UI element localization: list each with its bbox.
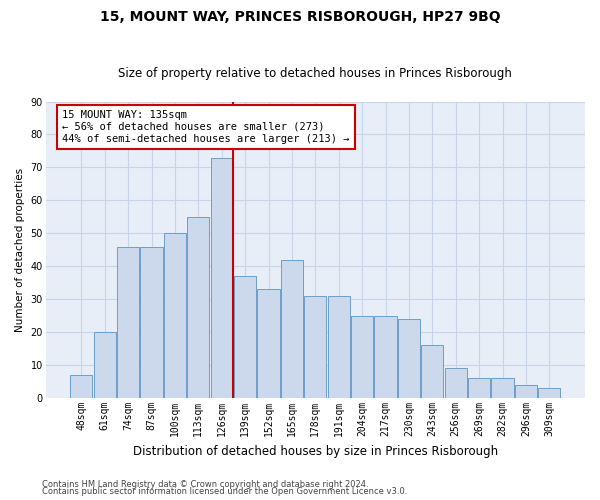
- X-axis label: Distribution of detached houses by size in Princes Risborough: Distribution of detached houses by size …: [133, 444, 498, 458]
- Text: Contains HM Land Registry data © Crown copyright and database right 2024.: Contains HM Land Registry data © Crown c…: [42, 480, 368, 489]
- Bar: [538, 388, 560, 398]
- Bar: [491, 378, 514, 398]
- Bar: [281, 260, 303, 398]
- Bar: [304, 296, 326, 398]
- Bar: [187, 217, 209, 398]
- Bar: [421, 346, 443, 398]
- Bar: [257, 290, 280, 398]
- Title: Size of property relative to detached houses in Princes Risborough: Size of property relative to detached ho…: [118, 66, 512, 80]
- Y-axis label: Number of detached properties: Number of detached properties: [15, 168, 25, 332]
- Bar: [140, 246, 163, 398]
- Bar: [234, 276, 256, 398]
- Bar: [70, 375, 92, 398]
- Bar: [374, 316, 397, 398]
- Text: 15 MOUNT WAY: 135sqm
← 56% of detached houses are smaller (273)
44% of semi-deta: 15 MOUNT WAY: 135sqm ← 56% of detached h…: [62, 110, 349, 144]
- Bar: [164, 234, 186, 398]
- Bar: [94, 332, 116, 398]
- Bar: [445, 368, 467, 398]
- Bar: [398, 319, 420, 398]
- Text: 15, MOUNT WAY, PRINCES RISBOROUGH, HP27 9BQ: 15, MOUNT WAY, PRINCES RISBOROUGH, HP27 …: [100, 10, 500, 24]
- Bar: [468, 378, 490, 398]
- Text: Contains public sector information licensed under the Open Government Licence v3: Contains public sector information licen…: [42, 488, 407, 496]
- Bar: [515, 385, 537, 398]
- Bar: [328, 296, 350, 398]
- Bar: [211, 158, 233, 398]
- Bar: [351, 316, 373, 398]
- Bar: [117, 246, 139, 398]
